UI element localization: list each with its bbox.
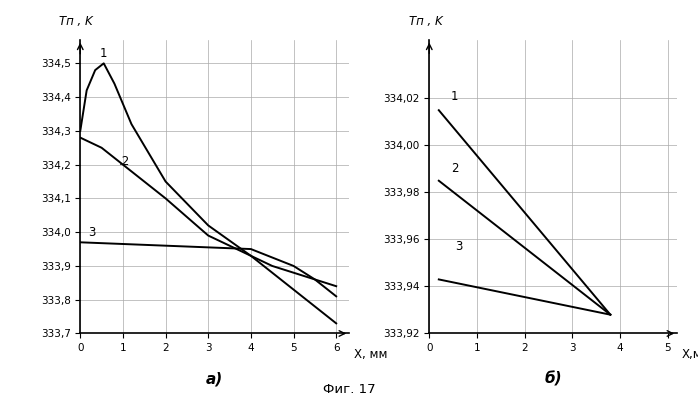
Text: б): б) <box>544 372 562 387</box>
Text: Фиг. 17: Фиг. 17 <box>322 383 376 396</box>
Text: а): а) <box>206 372 223 387</box>
Text: X, мм: X, мм <box>355 348 388 361</box>
Text: 3: 3 <box>456 240 463 253</box>
Text: 1: 1 <box>451 90 458 103</box>
Text: .2: .2 <box>119 155 130 168</box>
Text: 3: 3 <box>88 225 96 239</box>
Text: X,мм: X,мм <box>682 348 698 361</box>
Text: 2: 2 <box>451 162 458 175</box>
Text: Tп , K: Tп , K <box>410 15 443 28</box>
Text: Tп , K: Tп , K <box>59 15 93 28</box>
Text: 1: 1 <box>100 47 107 60</box>
